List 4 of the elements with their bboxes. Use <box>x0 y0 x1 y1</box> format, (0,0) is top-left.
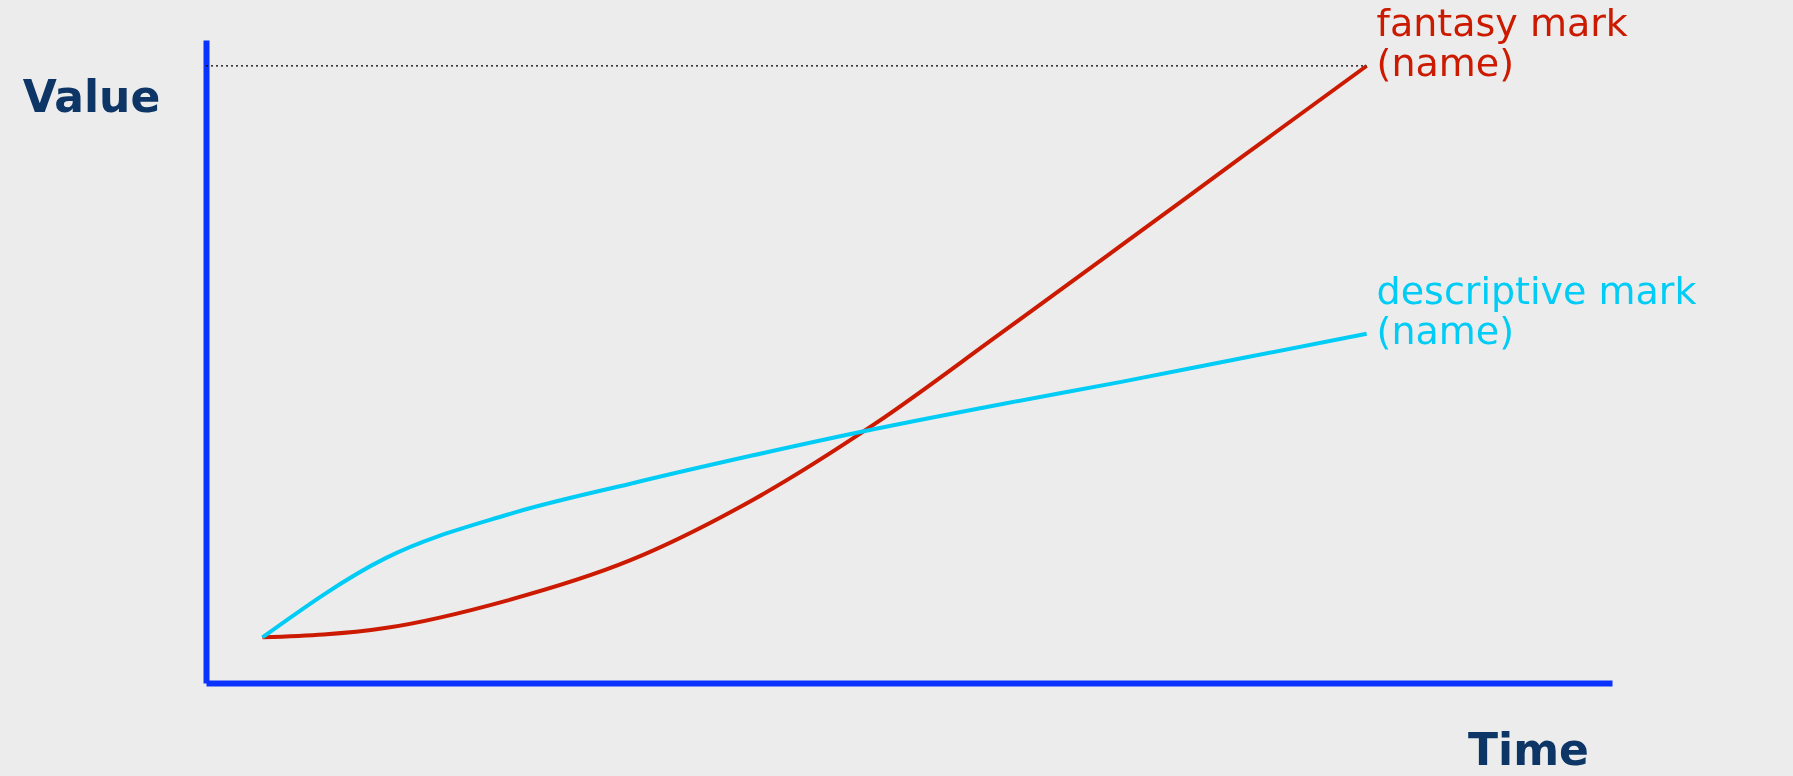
y-axis-title: Value <box>22 70 161 122</box>
series-label: fantasy mark (name) <box>1376 0 1628 85</box>
x-axis-title: Time <box>1468 723 1589 775</box>
series-label: descriptive mark (name) <box>1376 268 1697 353</box>
